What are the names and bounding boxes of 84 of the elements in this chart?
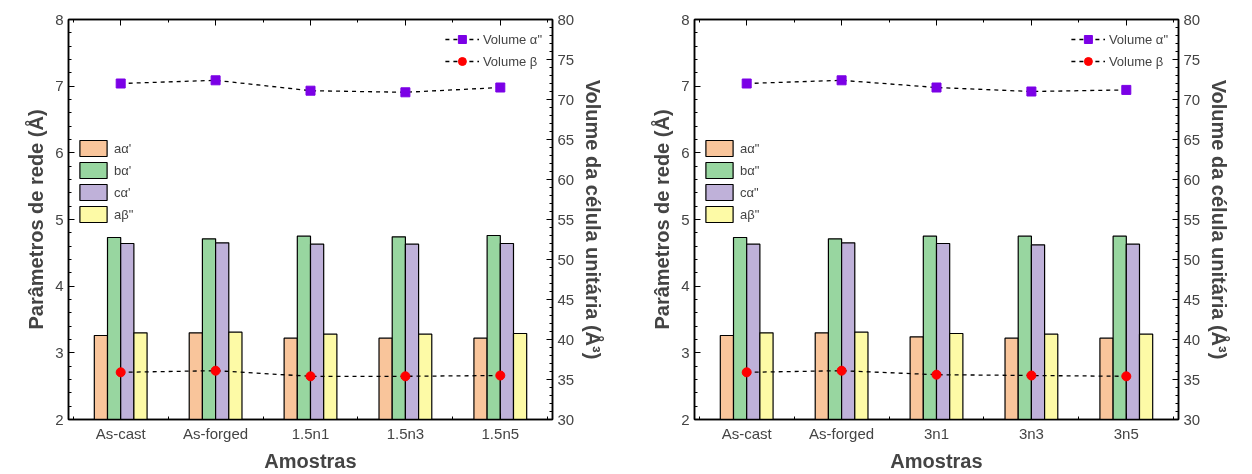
y-tick-label: 3 (681, 343, 690, 361)
point (741, 78, 752, 89)
point (400, 87, 411, 98)
y-tick-label: 6 (681, 143, 690, 161)
point (1026, 86, 1037, 97)
y2-tick-label: 65 (1183, 130, 1201, 148)
y2-tick-label: 30 (1183, 410, 1201, 428)
y2-tick-label: 60 (1183, 170, 1201, 188)
x-axis-title: Amostras (890, 449, 983, 472)
x-tick-label: 1.5n3 (386, 424, 425, 442)
y2-tick-label: 60 (557, 170, 575, 188)
y2-tick-label: 40 (557, 330, 575, 348)
y2-tick-label: 80 (1183, 10, 1201, 28)
point (210, 365, 221, 376)
y-tick-label: 5 (681, 210, 690, 228)
y2-tick-label: 70 (1183, 90, 1201, 108)
legend-label: cα" (740, 184, 760, 200)
point (495, 370, 506, 381)
legend-label: bα' (114, 162, 133, 178)
x-tick-label: 3n1 (923, 424, 950, 442)
y2-tick-label: 70 (557, 90, 575, 108)
x-tick-label: 1.5n5 (481, 424, 520, 442)
y-tick-label: 5 (55, 210, 64, 228)
y2-tick-label: 50 (1183, 250, 1201, 268)
legend-label: aα" (740, 140, 760, 156)
legend-label: Volume α" (1108, 31, 1168, 47)
y-axis-title: Parâmetros de rede (Å) (24, 109, 48, 330)
point (305, 85, 316, 96)
point (931, 369, 942, 380)
x-tick-label: 3n5 (1113, 424, 1139, 442)
legend-label: Volume β (1108, 53, 1164, 69)
point (1121, 84, 1132, 95)
y-tick-label: 4 (55, 277, 64, 295)
y2-tick-label: 45 (1183, 290, 1201, 308)
y-tick-label: 3 (55, 343, 64, 361)
x-tick-label: 1.5n1 (291, 424, 330, 442)
y2-tick-label: 65 (557, 130, 575, 148)
point (400, 371, 411, 382)
point (836, 75, 847, 86)
y2-tick-label: 75 (1183, 50, 1201, 68)
point (741, 367, 752, 378)
point (931, 82, 942, 93)
y2-tick-label: 35 (557, 370, 575, 388)
y2-tick-label: 35 (1183, 370, 1201, 388)
legend-label: cα' (114, 184, 132, 200)
y2-axis-title: Volume da célula unitária (Å³) (1208, 79, 1232, 360)
point (1026, 370, 1037, 381)
point (210, 75, 221, 86)
x-tick-label: 3n3 (1018, 424, 1044, 442)
y-axis-title: Parâmetros de rede (Å) (650, 109, 674, 330)
point (305, 371, 316, 382)
point (836, 365, 847, 376)
y2-tick-label: 55 (1183, 210, 1201, 228)
point (115, 367, 126, 378)
y2-axis-title: Volume da célula unitária (Å³) (582, 79, 606, 360)
y-tick-label: 8 (681, 10, 690, 28)
y2-tick-label: 75 (557, 50, 575, 68)
x-tick-label: As-forged (809, 424, 875, 442)
y-tick-label: 2 (681, 410, 690, 428)
legend-label: bα" (740, 162, 760, 178)
x-tick-label: As-cast (721, 424, 773, 442)
legend-label: Volume α" (482, 31, 542, 47)
y2-tick-label: 50 (557, 250, 575, 268)
y-tick-label: 8 (55, 10, 64, 28)
legend-label: aβ" (740, 206, 760, 222)
y-tick-label: 7 (55, 77, 64, 95)
x-tick-label: As-forged (183, 424, 249, 442)
y-tick-label: 6 (55, 143, 64, 161)
y-tick-label: 7 (681, 77, 690, 95)
y2-tick-label: 45 (557, 290, 575, 308)
y2-tick-label: 80 (557, 10, 575, 28)
legend-label: aα' (114, 140, 133, 156)
point (115, 78, 126, 89)
point (495, 82, 506, 93)
x-tick-label: As-cast (95, 424, 147, 442)
legend-label: Volume β (482, 53, 538, 69)
y2-tick-label: 40 (1183, 330, 1201, 348)
point (1121, 371, 1132, 382)
y-tick-label: 2 (55, 410, 64, 428)
y2-tick-label: 30 (557, 410, 575, 428)
legend-label: aβ" (114, 206, 134, 222)
x-axis-title: Amostras (264, 449, 357, 472)
y2-tick-label: 55 (557, 210, 575, 228)
y-tick-label: 4 (681, 277, 690, 295)
